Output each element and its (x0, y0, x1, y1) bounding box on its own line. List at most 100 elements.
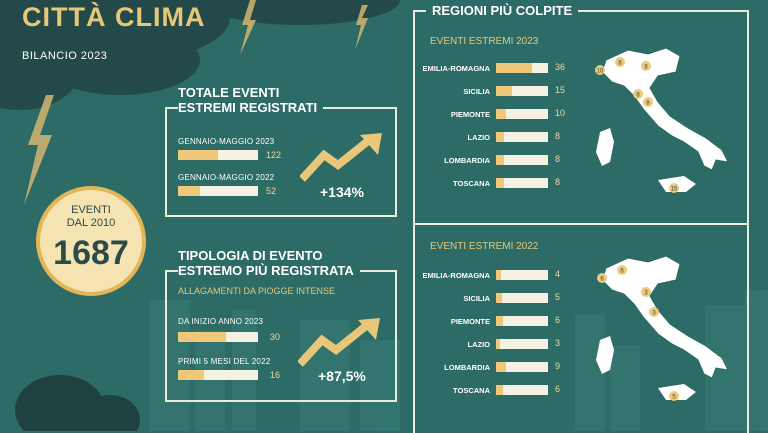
totals-row-value: 52 (266, 186, 277, 196)
region-bar-track (496, 63, 548, 73)
region-name: PIEMONTE (450, 110, 490, 119)
region-bar-track (496, 132, 548, 142)
region-bar-track (496, 109, 548, 119)
region-value: 6 (555, 384, 561, 394)
events-since-2010-badge: EVENTI DAL 2010 1687 (36, 186, 146, 296)
region-value: 15 (555, 85, 566, 95)
region-badge-value: 8 (644, 65, 648, 71)
region-name: EMILIA-ROMAGNA (422, 271, 491, 280)
region-badge-value: 6 (600, 277, 604, 283)
region-bar-fill (496, 339, 501, 349)
totals-title: TOTALE EVENTI ESTREMI REGISTRATI (172, 85, 329, 115)
region-badge-value: 3 (652, 311, 656, 317)
totals-row-value: 122 (266, 150, 282, 160)
region-bar-fill (496, 155, 505, 165)
region-bar-fill (496, 109, 507, 119)
regions-2023-label: EVENTI ESTREMI 2023 (430, 36, 539, 47)
tipologia-subtitle: ALLAGAMENTI DA PIOGGE INTENSE (178, 286, 336, 296)
region-bar-track (496, 339, 548, 349)
tipologia-change: +87,5% (318, 368, 366, 384)
region-bar-track (496, 86, 548, 96)
region-name: LAZIO (467, 340, 491, 349)
region-name: EMILIA-ROMAGNA (422, 64, 491, 73)
tipologia-row-value: 16 (270, 370, 281, 380)
totals-bar-fill (178, 150, 218, 160)
region-badge (617, 265, 627, 275)
tipologia-bar-track (178, 332, 258, 342)
tipologia-row-value: 30 (270, 332, 281, 342)
tipologia-row-label: PRIMI 5 MESI DEL 2022 (178, 357, 271, 366)
regions-title: REGIONI PIÙ COLPITE (426, 3, 579, 18)
region-name: TOSCANA (453, 386, 490, 395)
region-value: 4 (555, 269, 561, 279)
region-badge (633, 89, 643, 99)
trend-up-arrow-icon (298, 318, 380, 367)
tipologia-title: TIPOLOGIA DI EVENTO ESTREMO PIÙ REGISTRA… (172, 248, 366, 278)
city-skyline (150, 290, 768, 431)
region-badge-value: 8 (636, 93, 640, 99)
tipologia-bar-track (178, 370, 258, 380)
region-value: 8 (555, 177, 561, 187)
region-bar-fill (496, 293, 503, 303)
region-bar-fill (496, 270, 502, 280)
totals-row-label: GENNAIO-MAGGIO 2023 (178, 137, 275, 146)
region-badge-value: 6 (620, 269, 624, 275)
totals-bar-track (178, 186, 258, 196)
region-value: 5 (555, 292, 561, 302)
region-badge (641, 287, 651, 297)
trend-up-arrow-icon (300, 133, 382, 182)
region-name: LOMBARDIA (444, 363, 490, 372)
region-bar-fill (496, 178, 505, 188)
region-value: 8 (555, 154, 561, 164)
totals-bar-fill (178, 186, 200, 196)
region-badge-value: 8 (618, 61, 622, 67)
circle-number: 1687 (53, 234, 129, 272)
region-bar-fill (496, 132, 505, 142)
region-name: LOMBARDIA (444, 156, 490, 165)
region-value: 6 (555, 315, 561, 325)
region-value: 10 (555, 108, 566, 118)
totals-change: +134% (320, 184, 364, 200)
region-bar-track (496, 270, 548, 280)
totals-row-label: GENNAIO-MAGGIO 2022 (178, 173, 275, 182)
region-badge-value: 5 (672, 395, 676, 401)
totals-title-line1: TOTALE EVENTI (178, 85, 280, 100)
tipologia-title-line2: ESTREMO PIÙ REGISTRATA (178, 263, 360, 278)
circle-label-2: DAL 2010 (66, 217, 116, 229)
region-badge (641, 61, 651, 71)
region-badge (615, 57, 625, 67)
region-bar-fill (496, 385, 504, 395)
region-value: 8 (555, 131, 561, 141)
region-name: SICILIA (463, 294, 490, 303)
lightning-icon (24, 0, 368, 205)
tipologia-bar-fill (178, 370, 204, 380)
tipologia-title-line1: TIPOLOGIA DI EVENTO (178, 248, 323, 263)
region-bar-track (496, 155, 548, 165)
region-value: 9 (555, 361, 561, 371)
region-name: SICILIA (463, 87, 490, 96)
region-bar-track (496, 362, 548, 372)
region-name: LAZIO (467, 133, 491, 142)
region-bar-fill (496, 86, 512, 96)
region-badge (595, 65, 605, 75)
region-bar-track (496, 385, 548, 395)
region-name: PIEMONTE (450, 317, 490, 326)
region-bar-track (496, 316, 548, 326)
region-name: TOSCANA (453, 179, 490, 188)
region-badge (643, 97, 653, 107)
page-subtitle: BILANCIO 2023 (22, 50, 108, 62)
regions-panel (413, 10, 749, 433)
totals-title-line2: ESTREMI REGISTRATI (178, 100, 324, 115)
region-badge-value: 15 (671, 187, 678, 193)
region-badge (597, 273, 607, 283)
page-title: CITTÀ CLIMA (22, 2, 206, 32)
tipologia-bar-fill (178, 332, 226, 342)
regions-2022-label: EVENTI ESTREMI 2022 (430, 241, 539, 252)
region-badge (649, 307, 659, 317)
region-value: 36 (555, 62, 566, 72)
circle-label-1: EVENTI (71, 204, 111, 216)
region-value: 3 (555, 338, 561, 348)
region-bar-track (496, 178, 548, 188)
